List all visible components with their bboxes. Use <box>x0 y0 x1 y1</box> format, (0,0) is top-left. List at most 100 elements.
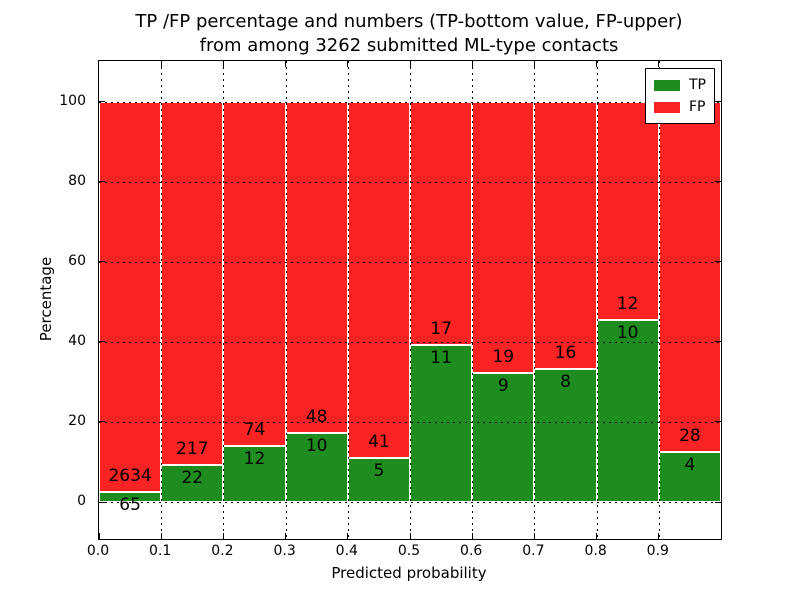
legend-patch-fp <box>654 101 680 113</box>
bar-count-label-tp: 9 <box>497 376 509 397</box>
x-axis-tick-top <box>658 61 660 67</box>
gridline-horizontal <box>99 261 721 263</box>
gridline-vertical <box>410 61 411 539</box>
x-tick-label: 0.2 <box>211 543 234 559</box>
bar-count-label-tp: 10 <box>616 322 639 343</box>
bar-count-label-fp: 19 <box>492 347 515 368</box>
x-tick-label: 0.8 <box>584 543 607 559</box>
gridline-vertical <box>472 61 474 539</box>
ticks-layer <box>98 61 721 539</box>
gridline-horizontal <box>99 341 721 343</box>
x-axis-tick <box>471 533 473 539</box>
x-axis-tick <box>409 533 411 539</box>
gridline-horizontal <box>99 101 721 103</box>
x-axis-tick <box>98 533 100 539</box>
bar-segment-tp <box>472 373 535 502</box>
y-axis-tick-right <box>715 181 721 183</box>
x-tick-label: 0.4 <box>335 543 358 559</box>
chart-title-line2: from among 3262 submitted ML-type contac… <box>199 35 619 56</box>
bar-segment-tp <box>658 451 721 502</box>
y-axis-tick <box>99 501 105 503</box>
x-axis-tick <box>596 533 598 539</box>
y-tick-label: 0 <box>77 493 86 509</box>
bar-count-label-fp: 41 <box>368 432 390 453</box>
x-tick-label: 0.7 <box>522 543 545 559</box>
bar-segment-fp <box>534 101 597 369</box>
x-axis-tick-top <box>347 61 349 67</box>
x-axis-tick <box>533 533 535 539</box>
bar-count-label-fp: 12 <box>616 293 639 314</box>
y-axis-tick <box>99 341 105 343</box>
gridline-vertical <box>534 61 536 539</box>
x-axis-tick-top <box>160 61 162 67</box>
x-axis-tick <box>658 533 660 539</box>
y-tick-label: 20 <box>68 412 86 429</box>
x-tick-label: 0.5 <box>397 543 421 559</box>
bar-count-label-tp: 8 <box>560 371 571 392</box>
x-tick-labels: 0.0 0.1 0.2 0.3 0.4 0.5 0.6 0.7 0.8 0.9 <box>87 543 720 563</box>
bar-segment-fp <box>161 101 224 466</box>
gridline-horizontal <box>99 421 721 423</box>
legend: TP FP <box>645 68 715 124</box>
bar-segment-tp <box>347 458 410 502</box>
x-axis-label: Predicted probability <box>331 564 487 582</box>
gridline-horizontal <box>99 502 721 503</box>
x-tick-label: 0.6 <box>460 543 483 559</box>
bar-segment-fp <box>410 101 473 345</box>
bar-count-label-fp: 217 <box>176 439 209 460</box>
x-axis-tick-top <box>596 61 598 67</box>
chart-title: TP /FP percentage and numbers (TP-bottom… <box>98 10 720 58</box>
y-axis-tick-right <box>715 101 721 102</box>
y-axis-tick-right <box>715 261 721 263</box>
bars-layer <box>99 61 721 539</box>
bar-segment-tp <box>285 432 348 502</box>
y-axis-tick <box>99 261 105 263</box>
legend-patch-tp <box>654 79 680 91</box>
y-axis-tick-right <box>715 501 721 503</box>
plot-area: 2634 65 217 22 74 12 48 10 41 5 17 11 19 9 16 8 12 10 28 4 … <box>98 60 722 540</box>
y-axis-tick-right <box>715 341 721 343</box>
bar-segment-fp <box>347 101 410 459</box>
legend-item-tp: TP <box>654 74 706 96</box>
y-axis-tick-right <box>715 421 721 423</box>
bar-segment-tp <box>161 465 224 502</box>
x-axis-tick <box>285 533 287 539</box>
bar-count-label-tp: 4 <box>684 454 696 475</box>
bar-segment-tp <box>534 368 597 502</box>
gridline-vertical <box>347 61 349 539</box>
gridline-vertical <box>223 61 225 539</box>
bar-count-label-tp: 11 <box>430 347 452 368</box>
x-axis-tick-top <box>285 61 287 67</box>
chart-title-line1: TP /FP percentage and numbers (TP-bottom… <box>135 11 683 32</box>
x-tick-label: 0.9 <box>646 543 669 559</box>
gridline-vertical <box>658 61 660 539</box>
bar-count-label-tp: 5 <box>373 461 385 482</box>
y-tick-label: 80 <box>68 172 86 189</box>
x-tick-label: 0.3 <box>273 543 296 559</box>
x-axis-tick <box>222 533 224 539</box>
bar-segment-fp <box>99 101 162 493</box>
y-axis-tick <box>99 101 105 102</box>
y-tick-labels: 0 20 40 60 80 100 <box>0 60 90 538</box>
x-tick-label: 0.0 <box>86 543 110 559</box>
bar-count-label-tp: 10 <box>305 435 328 456</box>
bar-count-label-fp: 16 <box>554 342 577 363</box>
bar-segment-fp <box>223 101 286 447</box>
bar-segment-fp <box>658 101 721 452</box>
x-axis-tick-top <box>409 61 411 67</box>
bar-count-label-fp: 28 <box>679 425 701 446</box>
y-axis-tick <box>99 421 105 423</box>
y-tick-label: 40 <box>68 332 86 349</box>
bar-segment-tp <box>410 344 473 502</box>
bar-segment-tp <box>99 492 162 502</box>
gridline-vertical <box>161 61 163 539</box>
grid-layer <box>99 61 721 539</box>
x-axis-tick <box>160 533 162 539</box>
bar-count-label-tp: 65 <box>119 495 141 516</box>
bar-count-label-tp: 12 <box>243 449 266 470</box>
gridline-vertical <box>285 61 287 539</box>
gridline-vertical <box>596 61 598 539</box>
bar-count-label-fp: 17 <box>430 318 452 339</box>
bar-segment-fp <box>285 101 348 433</box>
bar-count-label-fp: 48 <box>305 406 328 427</box>
